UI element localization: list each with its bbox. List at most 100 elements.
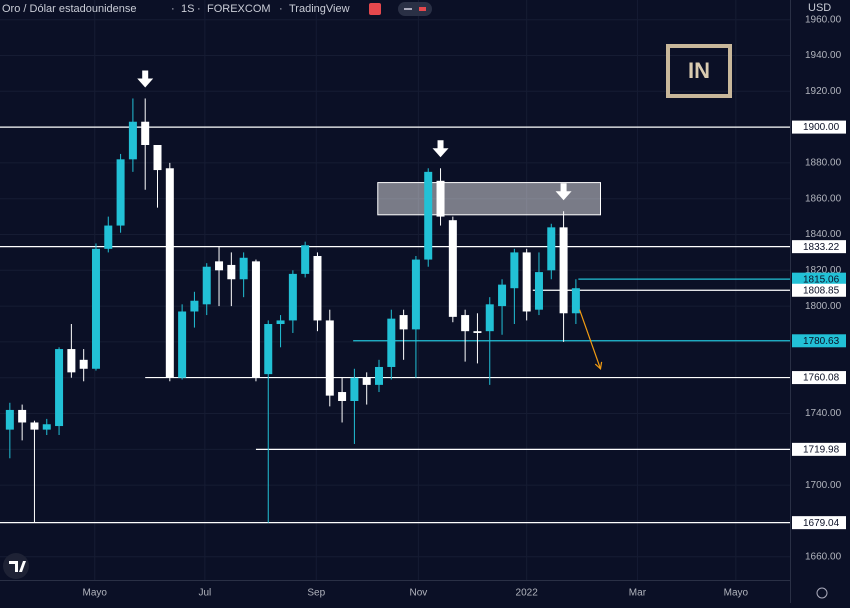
down-arrow bbox=[555, 183, 572, 201]
candle-body bbox=[288, 273, 297, 321]
level-label-bg bbox=[792, 240, 846, 254]
candle-body bbox=[338, 392, 347, 401]
pill-dash bbox=[419, 7, 426, 11]
x-tick-label: Jul bbox=[198, 588, 211, 599]
candle-body bbox=[571, 288, 580, 314]
candle-body bbox=[178, 311, 187, 378]
separator: · bbox=[279, 3, 283, 15]
logo: IN bbox=[666, 44, 732, 98]
level-label: 1900.00 bbox=[803, 122, 840, 133]
y-tick-label: 1820.00 bbox=[805, 265, 842, 276]
candle-body bbox=[411, 259, 420, 330]
y-tick-label: 1800.00 bbox=[805, 301, 842, 312]
tv-logo bbox=[3, 553, 29, 579]
axes: 1660.001680.001700.001720.001740.001760.… bbox=[83, 14, 846, 599]
candle-body bbox=[448, 220, 457, 317]
resistance-zone bbox=[377, 182, 601, 216]
trend-arrow bbox=[579, 309, 602, 369]
candle-body bbox=[350, 377, 359, 401]
candle-body bbox=[116, 159, 125, 226]
candle-body bbox=[202, 266, 211, 305]
plot bbox=[0, 70, 790, 524]
candle-body bbox=[42, 424, 51, 430]
tv-logo-mark bbox=[9, 561, 26, 572]
y-tick-label: 1880.00 bbox=[805, 158, 842, 169]
y-tick-label: 1860.00 bbox=[805, 193, 842, 204]
symbol-title: Oro / Dólar estadounidense bbox=[2, 3, 137, 15]
candle-body bbox=[362, 377, 371, 385]
candle-body bbox=[104, 225, 113, 249]
candle-body bbox=[547, 227, 556, 271]
x-tick-label: 2022 bbox=[516, 588, 539, 599]
trend-arrow-head bbox=[594, 361, 603, 370]
y-tick-label: 1920.00 bbox=[805, 86, 842, 97]
logo-text: IN bbox=[688, 58, 710, 83]
candle-body bbox=[251, 261, 260, 378]
level-label: 1719.98 bbox=[803, 444, 840, 455]
level-label: 1833.22 bbox=[803, 242, 840, 253]
candle-body bbox=[227, 264, 236, 280]
candle-body bbox=[498, 284, 507, 307]
logo-frame bbox=[666, 44, 732, 98]
source: FOREXCOM bbox=[207, 3, 271, 15]
interval: 1S bbox=[181, 3, 194, 15]
candle-body bbox=[239, 257, 248, 280]
candle-body bbox=[534, 272, 543, 310]
x-tick-label: Nov bbox=[409, 588, 427, 599]
level-label-bg bbox=[792, 516, 846, 530]
indicator-pill[interactable] bbox=[398, 2, 432, 16]
candle-body bbox=[153, 145, 162, 171]
x-tick-label: Mayo bbox=[724, 588, 749, 599]
candle-body bbox=[485, 304, 494, 332]
candle-body bbox=[473, 331, 482, 333]
candle-body bbox=[264, 324, 273, 375]
candle-body bbox=[387, 318, 396, 367]
candle-body bbox=[18, 409, 27, 423]
y-tick-label: 1840.00 bbox=[805, 229, 842, 240]
candle-body bbox=[313, 255, 322, 321]
candle-body bbox=[399, 315, 408, 330]
y-tick-label: 1940.00 bbox=[805, 50, 842, 61]
candle-body bbox=[215, 261, 224, 271]
level-label: 1808.85 bbox=[803, 285, 840, 296]
level-label-bg bbox=[792, 272, 846, 286]
candle-body bbox=[128, 121, 137, 160]
flag-icon[interactable] bbox=[369, 3, 381, 15]
y-tick-label: 1740.00 bbox=[805, 408, 842, 419]
level-label: 1760.08 bbox=[803, 373, 840, 384]
x-tick-label: Mayo bbox=[83, 588, 108, 599]
header: Oro / Dólar estadounidense · 1S · FOREXC… bbox=[2, 2, 831, 16]
candle-body bbox=[559, 227, 568, 314]
level-label-bg bbox=[792, 334, 846, 348]
candle-body bbox=[141, 121, 150, 145]
pill-dash bbox=[404, 8, 412, 10]
currency[interactable]: USD bbox=[808, 2, 831, 14]
settings-icon[interactable] bbox=[816, 587, 828, 599]
level-label-bg bbox=[792, 283, 846, 297]
candle-body bbox=[55, 349, 64, 427]
separator: · bbox=[197, 3, 201, 15]
y-tick-label: 1960.00 bbox=[805, 14, 842, 25]
candle-body bbox=[5, 409, 14, 430]
candle-body bbox=[79, 359, 88, 369]
y-tick-label: 1700.00 bbox=[805, 480, 842, 491]
candle-body bbox=[325, 320, 334, 396]
separator: · bbox=[171, 3, 175, 15]
x-tick-label: Sep bbox=[307, 588, 325, 599]
candle-body bbox=[67, 349, 76, 373]
candle-body bbox=[522, 252, 531, 312]
level-label-bg bbox=[792, 120, 846, 134]
candle-body bbox=[190, 300, 199, 312]
candle-body bbox=[91, 248, 100, 369]
level-label-bg bbox=[792, 371, 846, 385]
candle-body bbox=[301, 245, 310, 274]
down-arrow bbox=[432, 140, 449, 158]
candle-body bbox=[30, 422, 39, 430]
candle-body bbox=[461, 315, 470, 332]
level-label: 1815.06 bbox=[803, 274, 840, 285]
candle-body bbox=[276, 320, 285, 325]
level-label: 1780.63 bbox=[803, 336, 840, 347]
level-label-bg bbox=[792, 442, 846, 456]
